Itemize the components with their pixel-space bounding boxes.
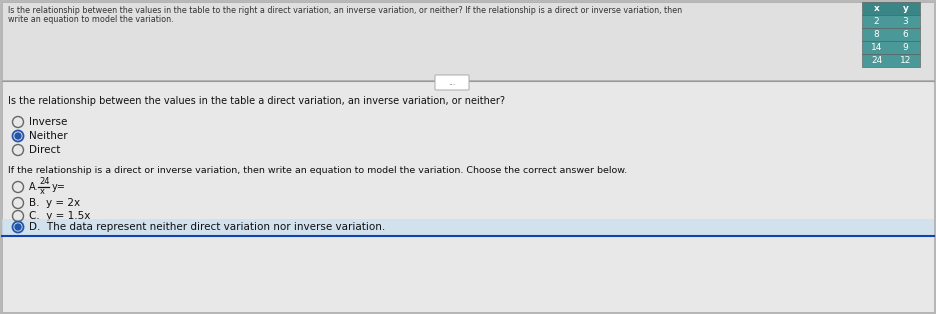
Text: 14: 14	[870, 43, 883, 52]
Text: B.  y = 2x: B. y = 2x	[29, 198, 80, 208]
Text: ...: ...	[448, 78, 456, 87]
Bar	[862, 41, 920, 54]
Text: Neither: Neither	[29, 131, 67, 141]
Bar	[2, 81, 934, 312]
Text: D.  The data represent neither direct variation nor inverse variation.: D. The data represent neither direct var…	[29, 222, 386, 232]
Bar	[2, 219, 934, 235]
Text: Is the relationship between the values in the table to the right a direct variat: Is the relationship between the values i…	[8, 6, 682, 15]
Text: write an equation to model the variation.: write an equation to model the variation…	[8, 15, 173, 24]
Bar	[2, 2, 934, 80]
Text: 24: 24	[870, 56, 882, 65]
Text: 3: 3	[902, 17, 908, 26]
Text: 12: 12	[899, 56, 911, 65]
Text: Direct: Direct	[29, 145, 61, 155]
Bar	[862, 2, 920, 15]
Text: x: x	[873, 4, 880, 13]
Text: 6: 6	[902, 30, 908, 39]
Text: 8: 8	[873, 30, 880, 39]
Circle shape	[15, 224, 21, 230]
Text: y: y	[902, 4, 909, 13]
Text: 9: 9	[902, 43, 908, 52]
Text: Inverse: Inverse	[29, 117, 67, 127]
Text: C.  y = 1.5x: C. y = 1.5x	[29, 211, 91, 221]
Text: Is the relationship between the values in the table a direct variation, an inver: Is the relationship between the values i…	[8, 96, 505, 106]
Bar	[862, 54, 920, 67]
Text: y=: y=	[52, 182, 66, 192]
Bar	[862, 15, 920, 28]
Text: A.: A.	[29, 182, 38, 192]
Text: If the relationship is a direct or inverse variation, then write an equation to : If the relationship is a direct or inver…	[8, 166, 627, 175]
Text: 24: 24	[39, 177, 50, 187]
FancyBboxPatch shape	[435, 75, 469, 90]
Text: x: x	[40, 187, 45, 197]
Circle shape	[15, 133, 21, 139]
Bar	[862, 28, 920, 41]
Text: 2: 2	[873, 17, 879, 26]
